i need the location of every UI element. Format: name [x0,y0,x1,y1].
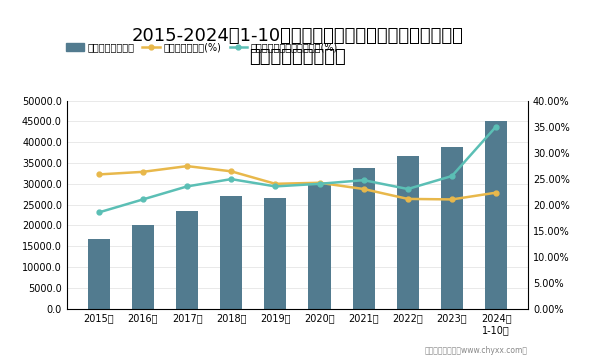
应收账款百分比(%) [404,197,412,201]
Line: 应收账款百分比(%): 应收账款百分比(%) [97,164,498,202]
Bar [264,197,287,309]
Bar [132,225,154,309]
应收账款百分比(%) [316,181,323,185]
Title: 2015-2024年1-10月计算机、通信和其他电子设备制造业
企业应收账款统计图: 2015-2024年1-10月计算机、通信和其他电子设备制造业 企业应收账款统计… [132,27,463,66]
应收账款百分比(%) [492,191,500,195]
应收账款百分比(%) [449,197,456,201]
Bar [397,156,419,309]
应收账款百分比(%) [183,164,191,168]
应收账款占营业收入的比重(%) [228,177,235,181]
应收账款占营业收入的比重(%) [449,174,456,178]
Legend: 应收账款（亿元）, 应收账款百分比(%), 应收账款占营业收入的比重(%): 应收账款（亿元）, 应收账款百分比(%), 应收账款占营业收入的比重(%) [63,39,342,56]
应收账款占营业收入的比重(%) [316,182,323,186]
应收账款百分比(%) [139,170,146,174]
Bar [308,183,331,309]
Bar [353,168,375,309]
应收账款占营业收入的比重(%) [404,187,412,191]
Bar [441,147,463,309]
应收账款占营业收入的比重(%) [95,210,103,215]
应收账款百分比(%) [272,182,279,186]
应收账款占营业收入的比重(%) [183,184,191,188]
Bar [485,121,507,309]
Bar [88,239,110,309]
Bar [176,211,198,309]
应收账款占营业收入的比重(%) [360,178,367,182]
应收账款占营业收入的比重(%) [139,197,146,201]
应收账款百分比(%) [228,169,235,173]
应收账款占营业收入的比重(%) [492,124,500,129]
应收账款百分比(%) [360,187,367,191]
Line: 应收账款占营业收入的比重(%): 应收账款占营业收入的比重(%) [97,124,498,215]
Text: 制图：智研咨询（www.chyxx.com）: 制图：智研咨询（www.chyxx.com） [425,346,528,355]
应收账款百分比(%) [95,172,103,177]
应收账款占营业收入的比重(%) [272,184,279,188]
Bar [220,196,242,309]
